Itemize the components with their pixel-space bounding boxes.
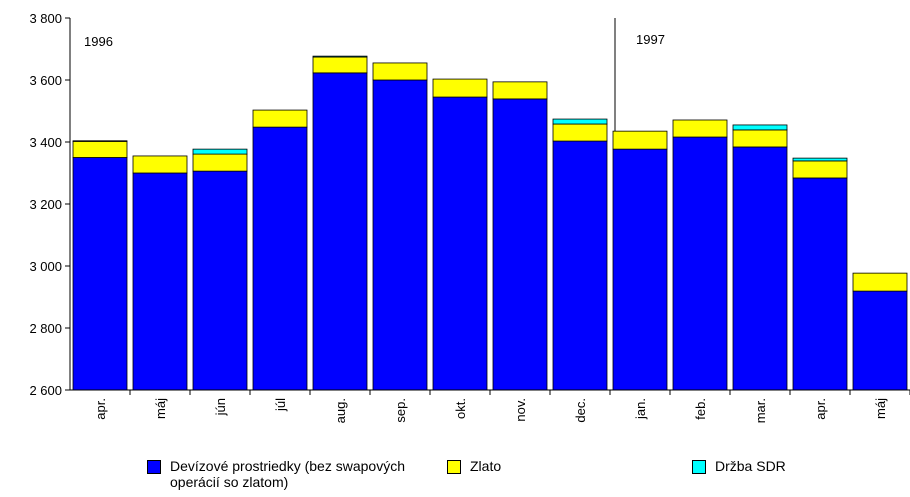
annotation: 1997 — [636, 32, 665, 47]
bar-segment — [432, 96, 488, 391]
x-tick-label: júl — [273, 398, 288, 412]
x-tick-label: feb. — [693, 398, 708, 420]
x-tick-label: máj — [153, 398, 168, 419]
chart: 1996 1997 2 600 2 800 3 000 3 200 3 400 3 600… — [29, 11, 910, 423]
bar-segment — [192, 148, 248, 155]
annotation: 1996 — [84, 34, 113, 49]
x-tick-label: máj — [873, 398, 888, 419]
bar-segment — [552, 140, 608, 391]
bar-segment — [192, 153, 248, 172]
y-tick-label: 3 000 — [29, 259, 62, 274]
x-tick-label: apr. — [813, 398, 828, 420]
bar-segment — [732, 124, 788, 131]
bar-segment — [552, 118, 608, 125]
y-tick-label: 2 800 — [29, 321, 62, 336]
y-tick-label: 3 600 — [29, 73, 62, 88]
legend-label: Devízové prostriedky (bez swapových oper… — [170, 458, 405, 490]
legend-swatch — [447, 460, 461, 474]
legend-label: Zlato — [470, 458, 502, 474]
bar-segment — [132, 172, 188, 391]
y-tick-label: 3 200 — [29, 197, 62, 212]
legend-label: Držba SDR — [715, 458, 786, 474]
bar-segment — [552, 123, 608, 142]
bar-segment — [312, 56, 368, 74]
y-tick-label: 2 600 — [29, 383, 62, 398]
x-tick-label: aug. — [333, 398, 348, 423]
bar-segment — [252, 126, 308, 391]
legend-swatch — [692, 460, 706, 474]
bar-segment — [792, 177, 848, 391]
bar-segment — [252, 109, 308, 128]
bar-segment — [492, 98, 548, 391]
x-tick-label: apr. — [93, 398, 108, 420]
bar-segment — [732, 146, 788, 391]
bar-segment — [792, 157, 848, 162]
y-tick-label: 3 800 — [29, 11, 62, 26]
bar-segment — [672, 119, 728, 138]
x-tick-label: jún — [213, 398, 228, 416]
bar-segment — [372, 62, 428, 81]
bar-segment — [852, 272, 908, 292]
bar-segment — [132, 155, 188, 174]
x-tick-label: dec. — [573, 398, 588, 423]
bar-segment — [312, 55, 368, 58]
bar-segment — [672, 136, 728, 391]
bar-segment — [372, 79, 428, 391]
x-tick-label: mar. — [753, 398, 768, 423]
bar-segment — [852, 290, 908, 391]
bar-segment — [72, 140, 128, 158]
bar-segment — [192, 170, 248, 391]
legend-swatch — [147, 460, 161, 474]
bar-segment — [312, 72, 368, 391]
x-tick-label: sep. — [393, 398, 408, 423]
y-tick-label: 3 400 — [29, 135, 62, 150]
bar-segment — [612, 148, 668, 391]
bar-segment — [72, 140, 128, 142]
bar-segment — [72, 157, 128, 391]
bar-segment — [732, 129, 788, 148]
bar-segment — [792, 160, 848, 179]
bar-segment — [432, 78, 488, 98]
x-tick-label: okt. — [453, 398, 468, 419]
bar-segment — [612, 130, 668, 150]
x-tick-label: jan. — [633, 398, 648, 420]
bar-segment — [492, 81, 548, 100]
x-tick-label: nov. — [513, 398, 528, 422]
